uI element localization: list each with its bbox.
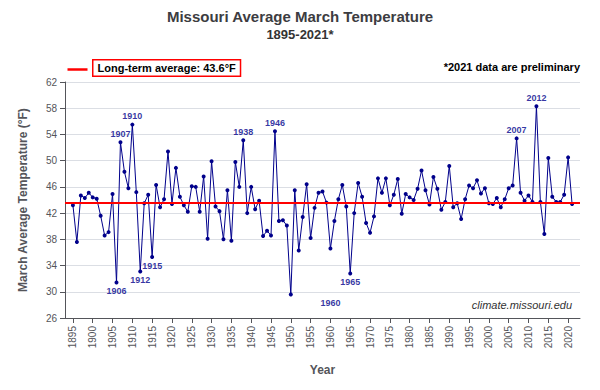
svg-text:Missouri Average March Tempera: Missouri Average March Temperature <box>167 8 433 25</box>
svg-text:2005: 2005 <box>503 326 514 349</box>
svg-text:1955: 1955 <box>305 326 316 349</box>
svg-text:1905: 1905 <box>107 326 118 349</box>
svg-text:2020: 2020 <box>563 326 574 349</box>
svg-text:1915: 1915 <box>142 261 162 271</box>
svg-text:1946: 1946 <box>265 118 285 128</box>
svg-text:1990: 1990 <box>444 326 455 349</box>
svg-text:1895: 1895 <box>67 326 78 349</box>
svg-text:26: 26 <box>46 313 58 324</box>
svg-text:1912: 1912 <box>130 275 150 285</box>
svg-text:2010: 2010 <box>523 326 534 349</box>
svg-text:1940: 1940 <box>246 326 257 349</box>
svg-text:1950: 1950 <box>285 326 296 349</box>
svg-text:38: 38 <box>46 234 58 245</box>
svg-text:Year: Year <box>310 363 336 377</box>
svg-text:1900: 1900 <box>87 326 98 349</box>
svg-text:1907: 1907 <box>110 129 130 139</box>
svg-text:1895-2021*: 1895-2021* <box>266 27 334 42</box>
svg-text:1975: 1975 <box>384 326 395 349</box>
svg-text:2015: 2015 <box>543 326 554 349</box>
svg-text:54: 54 <box>46 129 58 140</box>
svg-text:climate.missouri.edu: climate.missouri.edu <box>472 299 572 311</box>
svg-text:1985: 1985 <box>424 326 435 349</box>
svg-text:1906: 1906 <box>106 286 126 296</box>
svg-text:2007: 2007 <box>507 125 527 135</box>
svg-text:1915: 1915 <box>147 326 158 349</box>
svg-text:1910: 1910 <box>122 111 142 121</box>
svg-text:1938: 1938 <box>233 127 253 137</box>
svg-text:1960: 1960 <box>325 326 336 349</box>
svg-text:1910: 1910 <box>127 326 138 349</box>
svg-text:1965: 1965 <box>340 277 360 287</box>
svg-text:1960: 1960 <box>320 298 340 308</box>
svg-text:1930: 1930 <box>206 326 217 349</box>
svg-text:30: 30 <box>46 286 58 297</box>
svg-text:1965: 1965 <box>345 326 356 349</box>
svg-text:62: 62 <box>46 77 58 88</box>
svg-text:*2021 data are preliminary: *2021 data are preliminary <box>444 61 581 73</box>
svg-text:50: 50 <box>46 155 58 166</box>
svg-text:1920: 1920 <box>166 326 177 349</box>
svg-text:1945: 1945 <box>266 326 277 349</box>
svg-text:1980: 1980 <box>404 326 415 349</box>
svg-text:March Average Temperature (°F): March Average Temperature (°F) <box>16 108 30 292</box>
svg-text:1925: 1925 <box>186 326 197 349</box>
svg-text:34: 34 <box>46 260 58 271</box>
svg-text:42: 42 <box>46 208 58 219</box>
svg-text:1995: 1995 <box>464 326 475 349</box>
svg-text:1970: 1970 <box>365 326 376 349</box>
svg-text:46: 46 <box>46 181 58 192</box>
svg-text:58: 58 <box>46 103 58 114</box>
svg-text:1935: 1935 <box>226 326 237 349</box>
svg-text:2000: 2000 <box>483 326 494 349</box>
svg-text:Long-term average: 43.6°F: Long-term average: 43.6°F <box>98 62 237 74</box>
svg-text:2012: 2012 <box>526 93 546 103</box>
